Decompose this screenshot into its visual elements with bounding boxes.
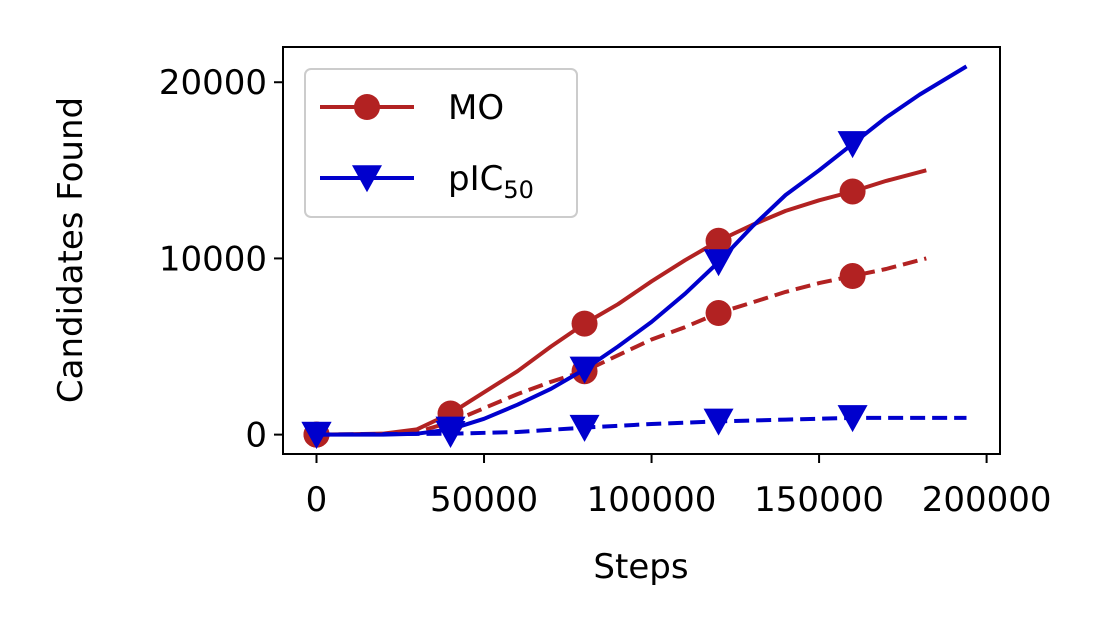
series-line	[316, 256, 927, 437]
series-line	[316, 168, 927, 437]
y-axis: 0 10000 20000	[159, 63, 283, 456]
legend-box	[304, 68, 578, 218]
legend-subscript: 50	[503, 176, 534, 204]
data-point	[569, 356, 600, 384]
data-point	[703, 408, 734, 436]
series-layer	[301, 64, 968, 449]
data-point	[839, 263, 866, 290]
data-point	[571, 310, 598, 337]
series-line	[316, 415, 967, 437]
data-point	[435, 420, 466, 448]
x-tick-label: 150000	[754, 480, 884, 520]
data-point	[837, 131, 868, 159]
legend-label: MO	[448, 88, 504, 128]
data-point	[705, 300, 732, 327]
data-point	[301, 421, 332, 449]
x-tick-label: 200000	[922, 480, 1052, 520]
data-point	[837, 405, 868, 433]
x-tick-label: 100000	[587, 480, 717, 520]
series-3	[301, 405, 967, 449]
legend-marker	[352, 165, 382, 193]
legend-marker	[354, 94, 380, 120]
x-axis-label: Steps	[593, 547, 688, 587]
plot-frame	[282, 46, 1001, 455]
data-point	[839, 178, 866, 205]
x-axis: 0 50000 100000 150000 200000	[306, 454, 1052, 520]
data-point	[569, 414, 600, 442]
data-point	[703, 249, 734, 277]
y-tick-label: 10000	[159, 239, 267, 279]
x-tick-label: 50000	[430, 480, 538, 520]
legend-item: MO	[320, 88, 504, 128]
y-tick-label: 20000	[159, 63, 267, 103]
x-tick-label: 0	[306, 480, 328, 520]
y-axis-label: Candidates Found	[51, 97, 91, 403]
data-point	[705, 227, 732, 254]
y-tick-label: 0	[245, 416, 267, 456]
